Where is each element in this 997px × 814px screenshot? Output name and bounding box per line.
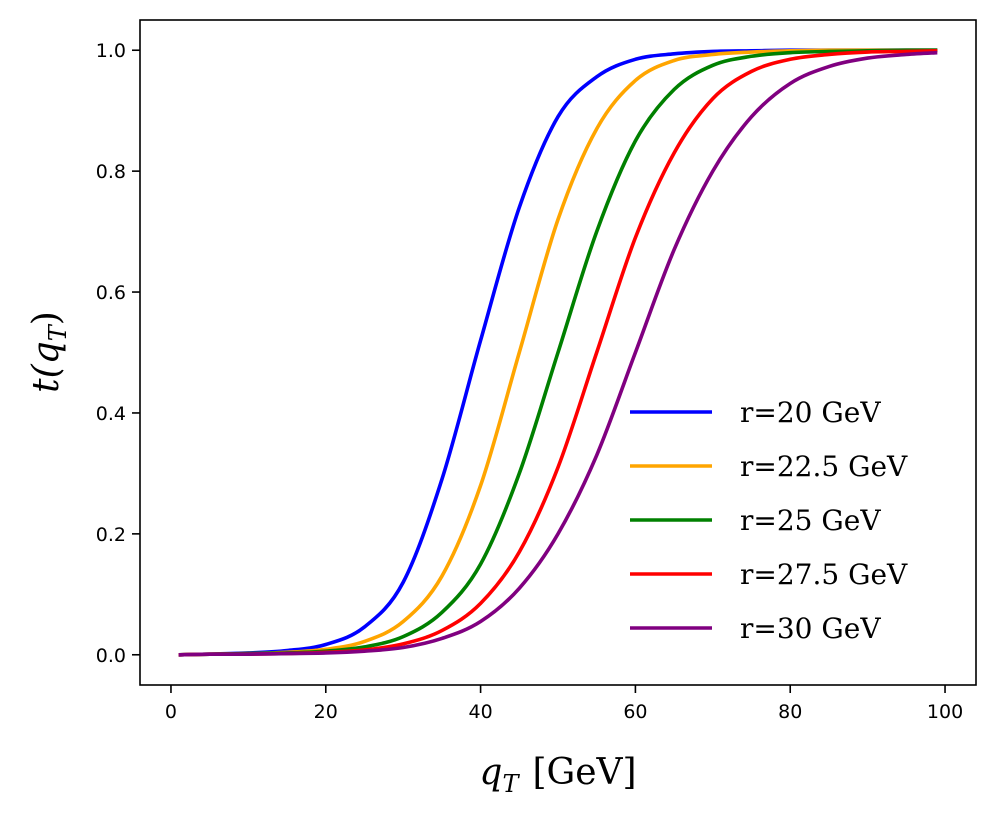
x-tick-label: 60 <box>623 701 647 723</box>
x-tick-label: 20 <box>314 701 338 723</box>
series-line-4 <box>178 50 938 657</box>
y-tick-label: 0.2 <box>96 524 126 546</box>
y-axis-label-close: ) <box>26 311 67 325</box>
x-tick-label: 0 <box>165 701 177 723</box>
series-lines <box>178 48 938 657</box>
y-tick-label: 0.6 <box>96 282 126 304</box>
y-axis-label-fn: t( <box>26 363 67 392</box>
x-axis-label-sub: T <box>502 770 520 798</box>
y-axis-label-var: q <box>26 341 67 364</box>
y-tick-label: 0.4 <box>96 403 126 425</box>
legend: r=20 GeV r=22.5 GeV r=25 GeV r=27.5 GeV r=30… <box>630 396 908 645</box>
legend-label-4: r=30 GeV <box>740 612 881 645</box>
legend-label-0: r=20 GeV <box>740 396 881 429</box>
legend-label-1: r=22.5 GeV <box>740 450 908 483</box>
y-axis-label-sub: T <box>44 323 72 341</box>
y-tick-label: 0.8 <box>96 161 126 183</box>
x-axis-label: qT [GeV] <box>479 752 636 798</box>
y-axis-ticks: 0.0 0.2 0.4 0.6 0.8 1.0 <box>96 40 140 667</box>
y-tick-label: 1.0 <box>96 40 126 62</box>
x-tick-label: 100 <box>927 701 963 723</box>
x-axis-label-unit: [GeV] <box>532 752 636 793</box>
y-axis-label: t(qT) <box>26 311 72 393</box>
plot-frame <box>139 19 977 686</box>
x-axis-ticks: 0 20 40 60 80 100 <box>165 685 963 723</box>
legend-label-3: r=27.5 GeV <box>740 558 908 591</box>
x-tick-label: 80 <box>778 701 802 723</box>
y-tick-label: 0.0 <box>96 645 126 667</box>
legend-label-2: r=25 GeV <box>740 504 881 537</box>
x-axis-label-var: q <box>479 752 502 793</box>
x-tick-label: 40 <box>468 701 492 723</box>
